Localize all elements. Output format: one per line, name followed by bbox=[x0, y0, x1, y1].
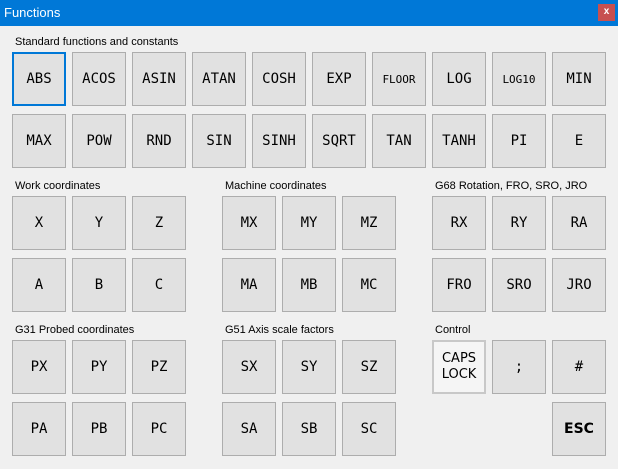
close-button[interactable]: x bbox=[598, 4, 615, 21]
semicolon-button[interactable]: ; bbox=[492, 340, 546, 394]
button-rnd[interactable]: RND bbox=[132, 114, 186, 168]
button-mx[interactable]: MX bbox=[222, 196, 276, 250]
group-label: G31 Probed coordinates bbox=[15, 324, 135, 336]
button-sz[interactable]: SZ bbox=[342, 340, 396, 394]
button-ra[interactable]: RA bbox=[552, 196, 606, 250]
button-sin[interactable]: SIN bbox=[192, 114, 246, 168]
button-b[interactable]: B bbox=[72, 258, 126, 312]
button-sa[interactable]: SA bbox=[222, 402, 276, 456]
button-exp[interactable]: EXP bbox=[312, 52, 366, 106]
button-a[interactable]: A bbox=[12, 258, 66, 312]
button-sy[interactable]: SY bbox=[282, 340, 336, 394]
title-bar: Functions x bbox=[0, 0, 618, 26]
button-pb[interactable]: PB bbox=[72, 402, 126, 456]
button-e[interactable]: E bbox=[552, 114, 606, 168]
button-x[interactable]: X bbox=[12, 196, 66, 250]
group-label: Control bbox=[435, 324, 471, 336]
group-label: Work coordinates bbox=[15, 180, 101, 192]
group-label: G68 Rotation, FRO, SRO, JRO bbox=[435, 180, 588, 192]
button-pa[interactable]: PA bbox=[12, 402, 66, 456]
button-min[interactable]: MIN bbox=[552, 52, 606, 106]
button-mb[interactable]: MB bbox=[282, 258, 336, 312]
button-tan[interactable]: TAN bbox=[372, 114, 426, 168]
button-jro[interactable]: JRO bbox=[552, 258, 606, 312]
button-sqrt[interactable]: SQRT bbox=[312, 114, 366, 168]
button-max[interactable]: MAX bbox=[12, 114, 66, 168]
button-pc[interactable]: PC bbox=[132, 402, 186, 456]
button-pow[interactable]: POW bbox=[72, 114, 126, 168]
button-y[interactable]: Y bbox=[72, 196, 126, 250]
button-mc[interactable]: MC bbox=[342, 258, 396, 312]
button-sc[interactable]: SC bbox=[342, 402, 396, 456]
window-title: Functions bbox=[4, 5, 61, 20]
button-cosh[interactable]: COSH bbox=[252, 52, 306, 106]
button-asin[interactable]: ASIN bbox=[132, 52, 186, 106]
group-label: Standard functions and constants bbox=[15, 36, 179, 48]
group-label: G51 Axis scale factors bbox=[225, 324, 334, 336]
button-caps-lock[interactable]: CAPS LOCK bbox=[432, 340, 486, 394]
button-z[interactable]: Z bbox=[132, 196, 186, 250]
button-my[interactable]: MY bbox=[282, 196, 336, 250]
button-tanh[interactable]: TANH bbox=[432, 114, 486, 168]
button-pz[interactable]: PZ bbox=[132, 340, 186, 394]
group-label: Machine coordinates bbox=[225, 180, 327, 192]
button-mz[interactable]: MZ bbox=[342, 196, 396, 250]
button-sinh[interactable]: SINH bbox=[252, 114, 306, 168]
button-acos[interactable]: ACOS bbox=[72, 52, 126, 106]
button-rx[interactable]: RX bbox=[432, 196, 486, 250]
button-atan[interactable]: ATAN bbox=[192, 52, 246, 106]
button-ry[interactable]: RY bbox=[492, 196, 546, 250]
button-ma[interactable]: MA bbox=[222, 258, 276, 312]
button-py[interactable]: PY bbox=[72, 340, 126, 394]
button-pi[interactable]: PI bbox=[492, 114, 546, 168]
button-abs[interactable]: ABS bbox=[12, 52, 66, 106]
button-fro[interactable]: FRO bbox=[432, 258, 486, 312]
button-sb[interactable]: SB bbox=[282, 402, 336, 456]
button-log[interactable]: LOG bbox=[432, 52, 486, 106]
button-esc[interactable]: ESC bbox=[552, 402, 606, 456]
button-floor[interactable]: FLOOR bbox=[372, 52, 426, 106]
button-sx[interactable]: SX bbox=[222, 340, 276, 394]
hash-button[interactable]: # bbox=[552, 340, 606, 394]
button-log10[interactable]: LOG10 bbox=[492, 52, 546, 106]
button-sro[interactable]: SRO bbox=[492, 258, 546, 312]
button-c[interactable]: C bbox=[132, 258, 186, 312]
button-px[interactable]: PX bbox=[12, 340, 66, 394]
